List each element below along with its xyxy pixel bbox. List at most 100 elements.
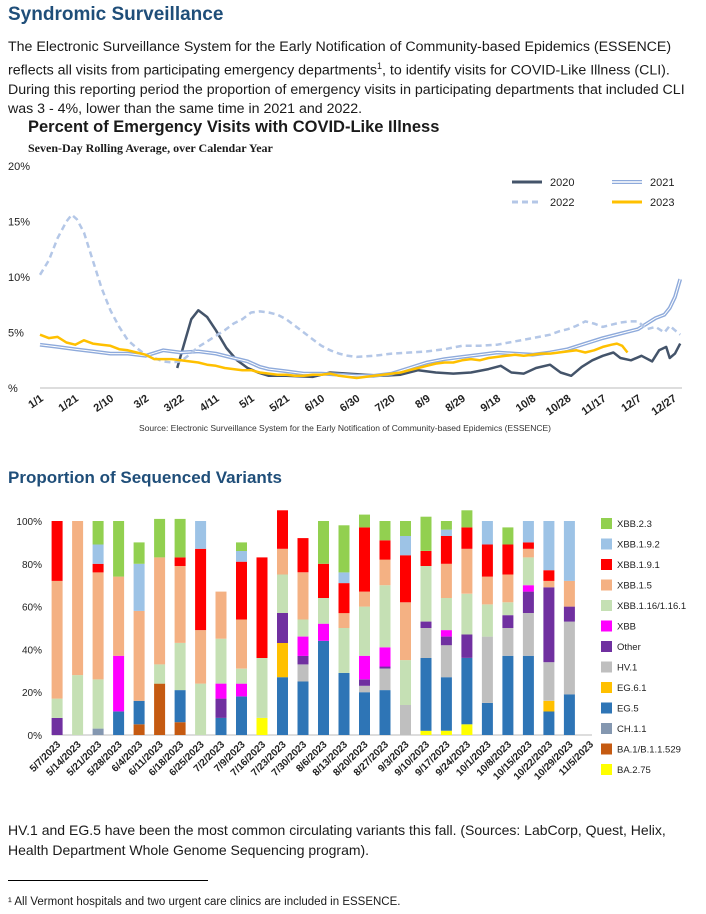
legend-label: 2020	[550, 177, 574, 189]
bar-segment-Other-44	[502, 615, 514, 628]
bar-segment-XBB-38	[440, 630, 452, 637]
bar-segment-XBB.1.5-14	[195, 630, 207, 684]
series-2021-line	[39, 279, 681, 377]
bar-segment-HV.1-34	[400, 705, 411, 735]
x-tick-label-9: 6/30	[338, 393, 362, 415]
bar-segment-XBB.1.5-46	[522, 548, 534, 558]
bar-segment-XBB.1.5-38	[440, 563, 452, 598]
bar-segment-XBB.1.5-16	[215, 591, 227, 639]
legend-swatch	[601, 764, 612, 775]
bar-segment-XBB.2.3-28	[338, 525, 350, 573]
bar-segment-XBB.1.5-44	[502, 574, 514, 603]
legend-swatch	[601, 743, 612, 755]
bar-segment-XBB.1.9.2-50	[563, 521, 575, 581]
x-tick-label-12: 8/29	[443, 393, 467, 415]
bar-segment-HV.1-38	[440, 645, 452, 678]
x-tick-label-18: 12/27	[649, 393, 678, 419]
legend-item-12: BA.2.75	[601, 764, 651, 776]
bar-segment-XBB.1.16/1.16.1-32	[379, 585, 391, 648]
bar-segment-XBB.1.5-12	[174, 565, 186, 643]
bar-segment-EG.5-12	[174, 690, 186, 723]
legend-label: HV.1	[617, 663, 637, 674]
bar-segment-XBB.1.16/1.16.1-14	[195, 683, 207, 735]
bar-segment-BA.1/B.1.1.529-8	[133, 724, 145, 735]
bar-segment-XBB.1.16/1.16.1-36	[420, 565, 432, 622]
legend-label: 2022	[550, 197, 574, 209]
bar-segment-EG.5-18	[236, 696, 247, 735]
legend-item-2023: 2023	[612, 197, 674, 209]
bar-segment-XBB.1.16/1.16.1-28	[338, 628, 350, 673]
bar-segment-XBB.1.16/1.16.1-4	[92, 679, 104, 729]
bar-segment-XBB.1.16/1.16.1-2	[72, 675, 84, 735]
bar-segment-BA.2.75-20	[256, 717, 268, 735]
bar-segment-XBB.1.9.2-18	[236, 551, 247, 562]
legend-swatch	[601, 661, 612, 673]
bar-segment-Other-48	[543, 587, 555, 663]
bar-segment-XBB.1.5-34	[400, 602, 411, 661]
bar-segment-XBB-6	[113, 655, 125, 712]
bar-segment-EG.5-30	[359, 692, 370, 735]
y-tick-label-3: 15%	[8, 217, 30, 229]
legend-item-9: EG.5	[601, 702, 639, 715]
bar-segment-XBB.1.9.2-28	[338, 572, 350, 584]
bar-segment-XBB.1.16/1.16.1-24	[297, 619, 309, 637]
bar-segment-XBB.1.9.2-34	[400, 536, 411, 556]
legend-swatch	[601, 723, 612, 734]
bar-segment-BA.2.75-36	[420, 730, 432, 735]
legend-item-8: EG.6.1	[601, 682, 647, 694]
bar-segment-XBB.2.3-12	[174, 518, 186, 558]
series-2020-line	[175, 309, 682, 379]
bar-segment-XBB.1.9.1-22	[277, 510, 288, 549]
bar-segment-XBB.1.9.1-44	[502, 544, 514, 575]
legend-swatch	[601, 559, 612, 570]
bar-segment-XBB.1.9.2-8	[133, 563, 145, 611]
line-chart: % 5% 10% 15% 20% 1/1 1/21 2/10 3/2 3/22 4/11 5/1 5/2…	[8, 161, 683, 433]
variant-note: HV.1 and EG.5 have been the most common …	[8, 822, 666, 858]
bar-segment-Other-30	[359, 679, 370, 686]
bar-segment-EG.5-16	[215, 717, 227, 735]
bar-segment-HV.1-42	[481, 636, 493, 703]
bar-segment-EG.5-42	[481, 702, 493, 735]
bar-segment-XBB.1.5-28	[338, 613, 350, 628]
legend-label: 2023	[650, 197, 674, 209]
legend-label: BA.1/B.1.1.529	[617, 745, 681, 756]
legend-item-2020: 2020	[512, 177, 574, 189]
legend-label: BA.2.75	[617, 765, 651, 776]
bar-segment-XBB.1.16/1.16.1-38	[440, 598, 452, 631]
legend-swatch	[601, 538, 612, 550]
bar-segment-XBB.1.5-6	[113, 576, 125, 656]
y-tick-label-3: 60%	[22, 603, 42, 614]
bar-segment-BA.2.75-40	[461, 724, 473, 735]
bar-segment-XBB.1.9.1-42	[481, 544, 493, 577]
bar-segment-XBB.2.3-30	[359, 514, 370, 528]
bar-segment-XBB.1.5-42	[481, 576, 493, 605]
bar-segment-Other-38	[440, 636, 452, 646]
bar-segment-XBB.1.5-2	[72, 521, 84, 676]
bar-segment-EG.5-46	[522, 655, 534, 735]
bar-segment-XBB.1.9.1-26	[318, 563, 329, 598]
y-tick-label-1: 20%	[22, 688, 42, 699]
x-tick-label-0: 1/1	[26, 393, 45, 412]
bar-segment-EG.5-50	[563, 694, 575, 735]
y-tick-label-5: 100%	[16, 517, 42, 528]
x-tick-label-15: 10/28	[544, 393, 573, 419]
bar-segment-XBB.1.16/1.16.1-18	[236, 668, 247, 684]
y-tick-label-4: 80%	[22, 560, 42, 571]
bar-segment-XBB.1.5-40	[461, 548, 473, 594]
bar-segment-Other-40	[461, 634, 473, 658]
bar-segment-XBB.1.9.2-4	[92, 544, 104, 564]
bar-segment-EG.5-32	[379, 690, 391, 735]
x-tick-label-17: 12/7	[619, 393, 643, 415]
bar-segment-XBB.2.3-40	[461, 510, 473, 528]
bar-segment-EG.5-22	[277, 677, 288, 735]
series-2022-line	[38, 213, 682, 364]
line-chart-title: Percent of Emergency Visits with COVID-L…	[28, 118, 440, 136]
legend-item-2: XBB.1.9.1	[601, 559, 660, 571]
legend-item-0: XBB.2.3	[601, 518, 652, 530]
bar-segment-XBB.2.3-26	[318, 521, 329, 564]
bar-segment-XBB.1.9.1-48	[543, 570, 555, 581]
bar-segment-XBB.1.16/1.16.1-34	[400, 660, 411, 705]
bar-segment-XBB.1.5-22	[277, 548, 288, 575]
bar-segment-EG.5-48	[543, 711, 555, 735]
bar-segment-XBB.1.5-50	[563, 580, 575, 607]
